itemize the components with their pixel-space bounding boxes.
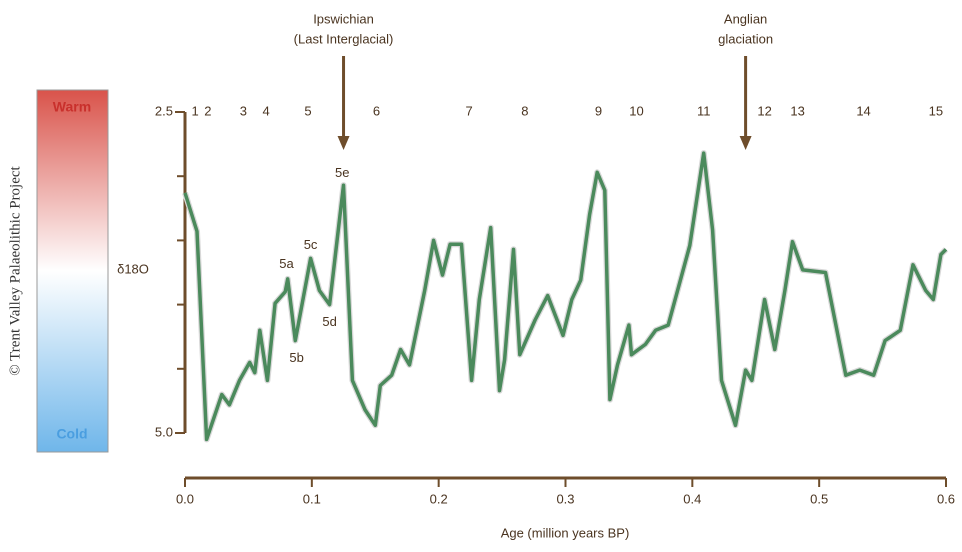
annotation-text: Anglian [724, 11, 767, 26]
stage-label: 5 [304, 103, 311, 118]
warm-label: Warm [53, 99, 91, 115]
y-tick-label: 5.0 [155, 424, 173, 439]
x-tick-label: 0.6 [937, 491, 955, 506]
substage-label: 5e [335, 165, 349, 180]
curve [183, 151, 948, 442]
annotation-text: (Last Interglacial) [294, 31, 394, 46]
x-tick-label: 0.3 [556, 491, 574, 506]
cold-label: Cold [56, 426, 87, 442]
y-axis-label: δ18O [117, 261, 149, 276]
x-tick-label: 0.2 [430, 491, 448, 506]
substage-label: 5c [304, 237, 318, 252]
annotation-text: glaciation [718, 31, 773, 46]
x-tick-label: 0.1 [303, 491, 321, 506]
stage-label: 10 [629, 103, 643, 118]
temperature-bar [36, 89, 109, 453]
x-tick-label: 0.5 [810, 491, 828, 506]
stage-label: 13 [790, 103, 804, 118]
substage-label: 5a [279, 256, 294, 271]
stage-label: 14 [856, 103, 870, 118]
x-tick-label: 0.4 [683, 491, 701, 506]
x-axis-label: Age (million years BP) [501, 525, 630, 540]
stage-label: 4 [263, 103, 270, 118]
arrow-head [337, 136, 350, 150]
stage-label: 2 [204, 103, 211, 118]
stage-label: 12 [757, 103, 771, 118]
substage-label: 5d [322, 314, 336, 329]
stage-label: 8 [521, 103, 528, 118]
stage-label: 9 [595, 103, 602, 118]
stage-label: 11 [697, 103, 711, 118]
stage-label: 6 [373, 103, 380, 118]
stage-label: 7 [465, 103, 472, 118]
arrow-head [739, 136, 752, 150]
annotation-text: Ipswichian [313, 11, 374, 26]
substage-label: 5b [289, 350, 303, 365]
credit: © Trent Valley Palaeolithic Project [7, 165, 23, 375]
y-tick-label: 2.5 [155, 103, 173, 118]
stage-label: 15 [929, 103, 943, 118]
x-tick-label: 0.0 [176, 491, 194, 506]
stage-label: 3 [240, 103, 247, 118]
stage-label: 1 [192, 103, 199, 118]
